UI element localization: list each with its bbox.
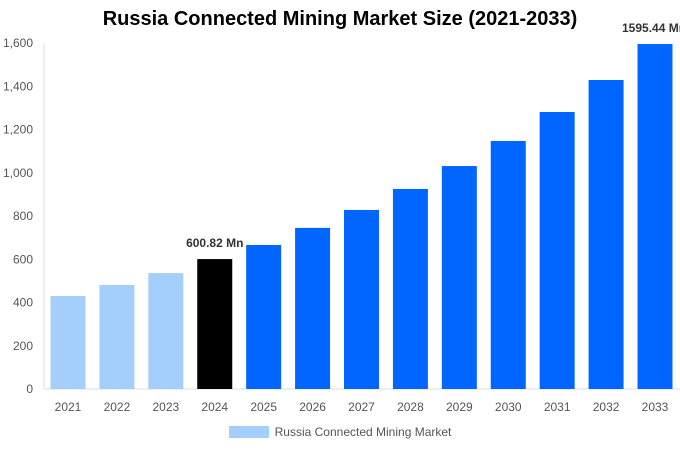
- bar-2025: [246, 244, 282, 389]
- x-tick-label: 2025: [250, 400, 277, 414]
- bar-2030: [490, 140, 526, 389]
- x-tick-label: 2024: [201, 400, 228, 414]
- x-tick-label: 2022: [104, 400, 131, 414]
- y-tick-label: 400: [13, 296, 33, 310]
- y-tick-label: 1,000: [3, 166, 33, 180]
- x-tick-label: 2031: [544, 400, 571, 414]
- x-tick-label: 2032: [593, 400, 620, 414]
- bar-2026: [295, 227, 331, 389]
- y-tick-label: 200: [13, 339, 33, 353]
- x-tick-label: 2026: [299, 400, 326, 414]
- x-tick-label: 2029: [446, 400, 473, 414]
- y-tick-label: 1,200: [3, 123, 33, 137]
- bar-2033: [637, 43, 673, 390]
- y-tick-label: 800: [13, 209, 33, 223]
- x-tick-label: 2033: [642, 400, 669, 414]
- y-tick-label: 600: [13, 252, 33, 266]
- x-tick-label: 2021: [55, 400, 82, 414]
- legend: Russia Connected Mining Market: [0, 425, 680, 439]
- y-tick-label: 1,400: [3, 79, 33, 93]
- legend-swatch: [228, 426, 269, 438]
- bar-2032: [588, 79, 624, 389]
- bar-2029: [441, 166, 477, 389]
- data-label-2024: 600.82 Mn: [186, 236, 243, 250]
- legend-label: Russia Connected Mining Market: [274, 425, 452, 439]
- x-tick-label: 2030: [495, 400, 522, 414]
- bar-2028: [392, 188, 428, 389]
- bar-2024: [197, 259, 233, 389]
- x-tick-label: 2027: [348, 400, 375, 414]
- bar-2027: [344, 209, 379, 389]
- chart-title: Russia Connected Mining Market Size (202…: [102, 8, 578, 30]
- data-label-2033: 1595.44 Mn: [622, 21, 680, 35]
- bar-2021: [50, 296, 86, 389]
- x-tick-label: 2023: [152, 400, 179, 414]
- x-tick-label: 2028: [397, 400, 424, 414]
- y-tick-label: 1,600: [3, 36, 33, 50]
- bar-2022: [99, 284, 135, 389]
- y-tick-label: 0: [26, 382, 33, 396]
- bar-2023: [148, 273, 184, 389]
- bar-2031: [539, 111, 575, 389]
